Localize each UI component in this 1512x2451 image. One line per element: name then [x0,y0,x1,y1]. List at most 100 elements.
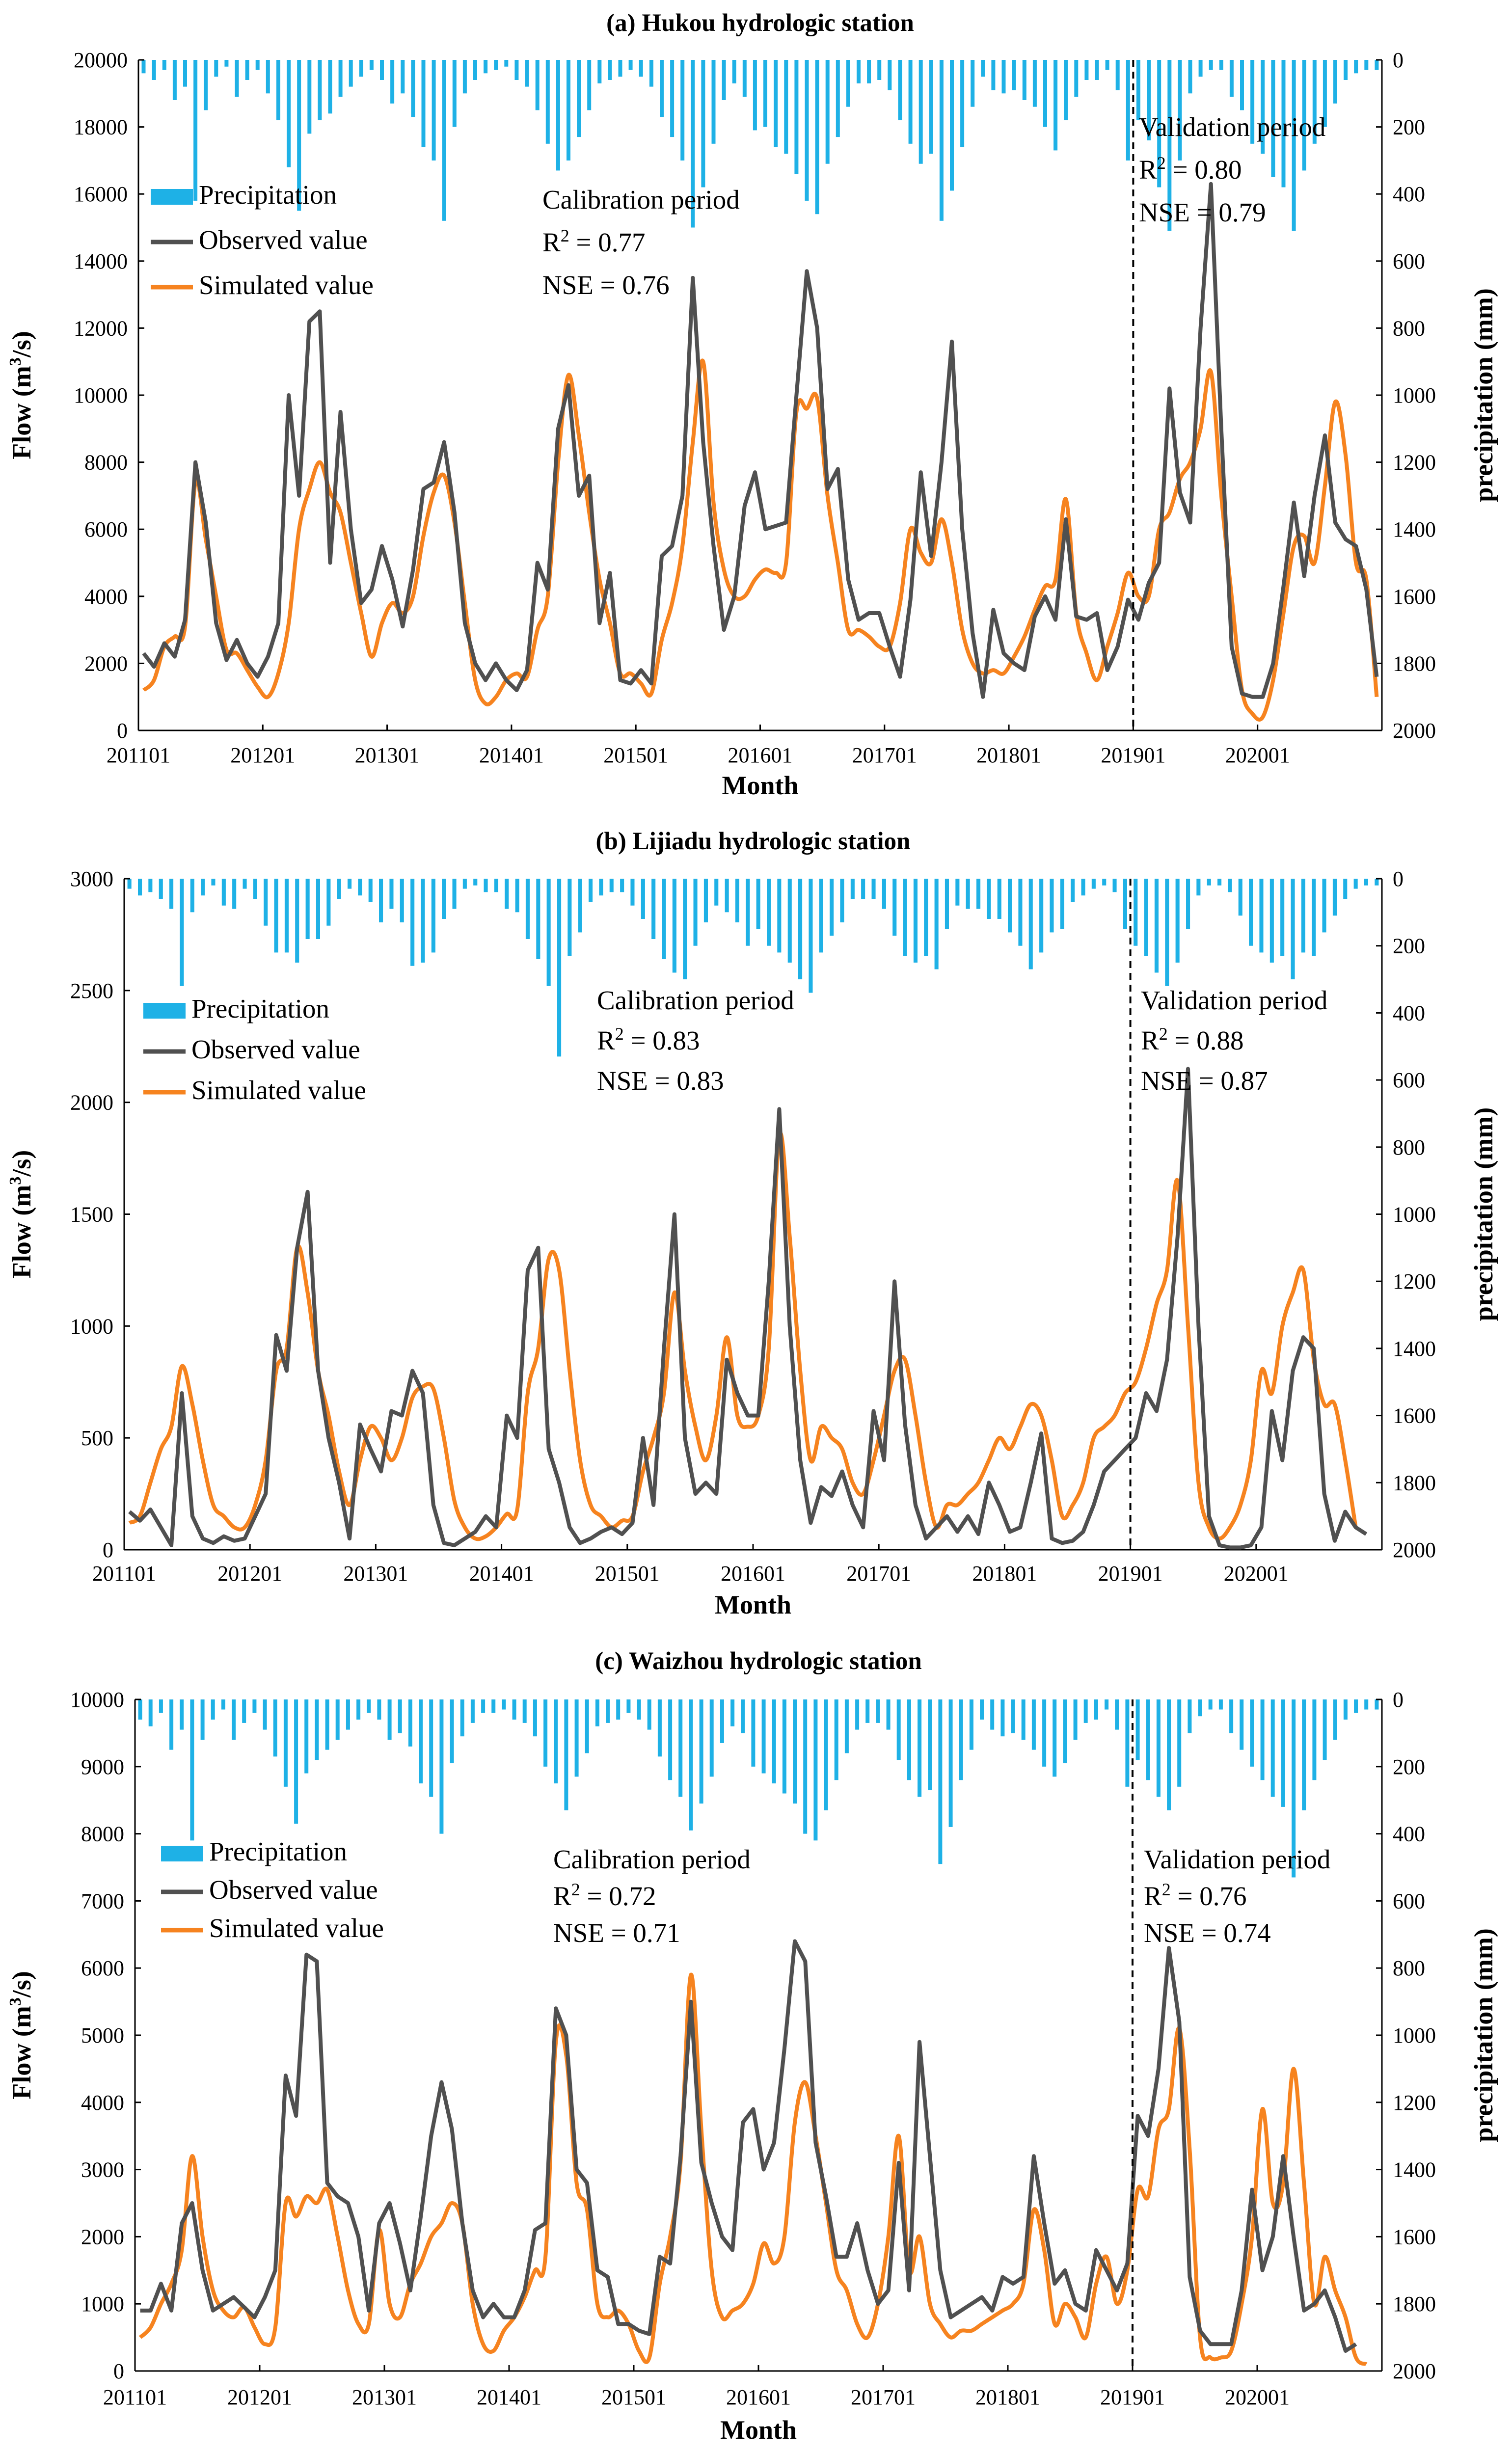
precipitation-bar [1008,879,1012,933]
precipitation-bar [649,60,653,87]
precipitation-bar [892,879,897,936]
validation-r2-symbol: R [1139,155,1157,185]
precipitation-bar [1332,879,1337,916]
precipitation-bar [699,1699,703,1804]
legend-label: Simulated value [209,1913,384,1943]
y2-tick-label: 0 [1393,48,1404,72]
precipitation-bar [460,1699,464,1737]
precipitation-bar [732,60,736,83]
chart-panel-c: (c) Waizhou hydrologic station0100020003… [6,1647,1498,2445]
x-tick-label: 202001 [1224,1562,1289,1586]
precipitation-bar [1081,879,1085,896]
precipitation-bar [389,879,394,909]
precipitation-bar [1343,879,1348,899]
precipitation-bar [772,1699,776,1783]
precipitation-bar [767,879,771,946]
precipitation-bar [819,879,823,953]
x-tick-label: 201101 [103,2385,167,2409]
precipitation-bar [1344,60,1348,80]
calibration-annotation: Calibration period R2 = 0.83 NSE = 0.83 [597,985,794,1096]
precipitation-bar [557,879,562,1057]
precipitation-bar [1156,1699,1161,1797]
precipitation-bar [554,1699,558,1783]
precipitation-bar [545,60,550,144]
precipitation-bar [691,60,695,228]
precipitation-bar [127,879,132,889]
y2-tick-label: 1800 [1393,651,1436,675]
precipitation-bar [1039,879,1044,953]
precipitation-bar [787,879,792,963]
y2-tick-label: 1000 [1393,1203,1436,1227]
precipitation-bar [824,1699,828,1810]
x-tick-label: 201601 [726,2385,791,2409]
x-tick-label: 201401 [469,1562,534,1586]
precipitation-bar [777,879,782,953]
precipitation-bar [484,879,488,892]
precipitation-bar [421,60,426,147]
precipitation-bar [429,1699,433,1797]
precipitation-bars [141,60,1379,231]
precipitation-bar [639,60,643,77]
x-tick-label: 201501 [601,2385,666,2409]
legend-label: Simulated value [199,270,374,300]
x-tick-label: 202001 [1225,743,1290,767]
y2-tick-label: 1400 [1393,1337,1436,1361]
legend: Precipitation Observed value Simulated val… [143,994,366,1105]
precipitation-bar [991,60,996,90]
precipitation-bar [1050,879,1054,933]
precipitation-bar [284,879,289,953]
precipitation-bar [536,879,540,959]
precipitation-bar [452,60,457,127]
precipitation-bar [1188,1699,1192,1733]
validation-heading: Validation period [1144,1844,1330,1874]
calibration-r2-value: = 0.83 [624,1025,700,1055]
y2-tick-label: 1600 [1393,2225,1436,2249]
precipitation-bar [836,60,840,137]
y2-tick-label: 0 [1393,867,1404,891]
precipitation-bar [980,1699,984,1720]
precipitation-bar [273,1699,277,1757]
y2-tick-label: 400 [1393,182,1425,206]
precipitation-bar [1186,879,1190,929]
precipitation-bar [1292,1699,1296,1878]
precipitation-bar [948,1699,953,1827]
y-tick-label: 4000 [84,585,128,609]
precipitation-bar [597,60,602,83]
precipitation-bar [722,60,726,100]
precipitation-bar [1312,1699,1317,1780]
precipitation-bar [865,1699,870,1723]
precipitation-bar [1312,879,1316,956]
x-tick-label: 201601 [721,1562,785,1586]
precipitation-bar [1032,60,1037,107]
y-tick-label: 1000 [70,1314,113,1338]
simulated-value-line [138,1972,1368,2367]
x-tick-label: 201401 [479,743,544,767]
precipitation-bars [127,879,1379,1057]
precipitation-bar [159,879,163,899]
precipitation-bar [481,1699,486,1713]
precipitation-bar [585,1699,589,1753]
validation-r2: R2 = 0.76 [1144,1880,1246,1911]
precipitation-bar [470,1699,475,1723]
precipitation-bar [918,60,923,164]
y-tick-label: 500 [81,1426,113,1450]
chart-panel-b: (b) Lijiadu hydrologic station 0 500 1000 15… [6,828,1498,1619]
y2-tick-label: 400 [1393,1001,1425,1025]
precipitation-bar [1207,879,1211,886]
precipitation-bar [1102,879,1107,886]
precipitation-bar [1071,879,1075,902]
precipitation-bar [450,1699,454,1763]
precipitation-bar [263,1699,267,1730]
y2-tick-label: 600 [1393,1068,1425,1092]
validation-nse: NSE = 0.79 [1139,197,1266,227]
precipitation-bar [662,879,666,959]
precipitation-bar [410,879,415,966]
precipitation-bar [494,60,498,70]
precipitation-bar [1217,879,1222,886]
precipitation-bar [274,879,278,953]
validation-annotation: Validation period R2 = 0.88 NSE = 0.87 [1141,985,1327,1096]
y-tick-label: 10000 [74,383,128,407]
validation-r2-value: = 0.88 [1168,1025,1244,1055]
precipitation-bar [169,1699,174,1750]
